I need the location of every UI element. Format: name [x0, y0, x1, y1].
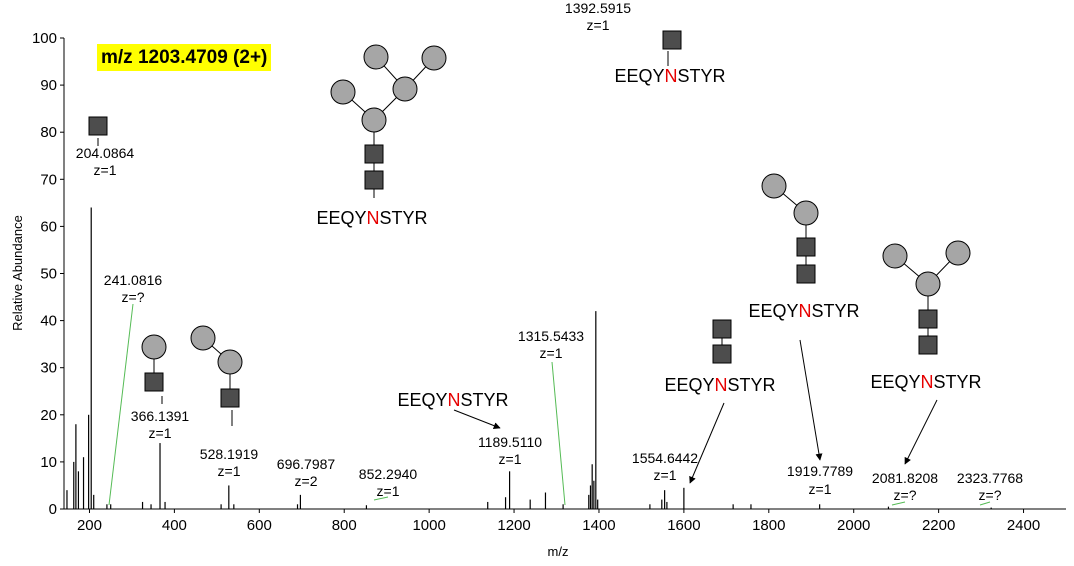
glcnac-icon: [221, 389, 239, 407]
peak-label-mz: 1554.6442: [632, 450, 698, 466]
mannose-icon: [364, 45, 388, 69]
x-tick-label: 800: [332, 517, 357, 534]
peak-label-mz: 1189.5110: [478, 434, 542, 450]
mannose-icon: [142, 335, 166, 359]
x-tick-label: 600: [247, 517, 272, 534]
peak-labels: 204.0864 z=1 241.0816 z=? 366.1391 z=1 5…: [76, 0, 1024, 503]
peptide-label: EEQYNSTYR: [316, 208, 427, 228]
mannose-icon: [762, 174, 786, 198]
peak-label-mz: 528.1919: [200, 446, 259, 462]
peak-label-charge: z=?: [979, 487, 1002, 503]
peptide-label: EEQYNSTYR: [614, 66, 725, 86]
spectrum-chart: 0 10 20 30 40 50 60 70 80 90 100 200 400 600 800 1000 1…: [0, 0, 1074, 566]
y-tick-label: 70: [40, 171, 57, 188]
mannose-icon: [422, 46, 446, 70]
peak-label-mz: 241.0816: [104, 272, 163, 288]
glcnac-icon: [663, 31, 681, 49]
peptide-labels: EEQYNSTYR EEQYNSTYR EEQYNSTYR EEQYNSTYR …: [316, 66, 981, 410]
y-tick-label: 90: [40, 77, 57, 94]
x-tick-label: 2400: [1007, 517, 1040, 534]
y-tick-label: 80: [40, 124, 57, 141]
peak-label-mz: 1919.7789: [787, 463, 853, 479]
peak-label-charge: z=?: [894, 487, 917, 503]
peak-label-mz: 1392.5915: [565, 0, 631, 16]
mannose-icon: [191, 326, 215, 350]
peak-label-charge: z=1: [499, 451, 522, 467]
peak-label-charge: z=1: [809, 481, 832, 497]
glcnac-icon: [713, 320, 731, 338]
mannose-icon: [794, 201, 818, 225]
y-tick-label: 0: [49, 501, 57, 518]
peak-label-charge: z=1: [94, 162, 117, 178]
peak-label-charge: z=1: [218, 463, 241, 479]
glcnac-icon: [919, 336, 937, 354]
peak-label-charge: z=2: [295, 473, 318, 489]
peak-label-charge: z=1: [377, 483, 400, 499]
peak-label-mz: 204.0864: [76, 145, 135, 161]
peak-label-charge: z=1: [587, 17, 610, 33]
mannose-icon: [946, 241, 970, 265]
peptide-label: EEQYNSTYR: [664, 375, 775, 395]
mannose-icon: [331, 80, 355, 104]
x-tick-label: 2000: [837, 517, 870, 534]
glcnac-icon: [797, 265, 815, 283]
glcnac-icon: [145, 373, 163, 391]
x-tick-label: 1000: [412, 517, 445, 534]
peptide-label: EEQYNSTYR: [748, 301, 859, 321]
glcnac-icon: [365, 171, 383, 189]
x-tick-label: 1800: [752, 517, 785, 534]
peak-label-mz: 2323.7768: [957, 470, 1023, 486]
mannose-icon: [362, 108, 386, 132]
mannose-icon: [218, 350, 242, 374]
x-tick-label: 1400: [582, 517, 615, 534]
y-tick-label: 10: [40, 454, 57, 471]
y-tick-label: 40: [40, 313, 57, 330]
x-tick-label: 1600: [667, 517, 700, 534]
glcnac-icon: [713, 345, 731, 363]
x-tick-label: 400: [162, 517, 187, 534]
x-axis-label: m/z: [548, 544, 569, 559]
y-tick-label: 20: [40, 407, 57, 424]
peptide-label: EEQYNSTYR: [397, 390, 508, 410]
y-axis-label: Relative Abundance: [10, 215, 25, 331]
glcnac-icon: [365, 145, 383, 163]
peak-label-charge: z=1: [654, 467, 677, 483]
peak-label-mz: 1315.5433: [518, 328, 584, 344]
peptide-label: EEQYNSTYR: [870, 372, 981, 392]
y-tick-label: 50: [40, 266, 57, 283]
peak-label-mz: 696.7987: [277, 456, 336, 472]
glcnac-icon: [89, 117, 107, 135]
glycan-symbols: [89, 31, 970, 407]
x-ticks: 200 400 600 800 1000 1200 1400 1600 1800 2000 2200…: [77, 509, 1040, 534]
mannose-icon: [916, 272, 940, 296]
glcnac-icon: [797, 238, 815, 256]
x-tick-label: 2200: [922, 517, 955, 534]
y-ticks: 0 10 20 30 40 50 60 70 80 90 100: [32, 30, 64, 518]
precursor-title: m/z 1203.4709 (2+): [97, 44, 271, 71]
peak-label-mz: 366.1391: [131, 408, 190, 424]
mannose-icon: [393, 77, 417, 101]
y-tick-label: 100: [32, 30, 57, 47]
y-tick-label: 30: [40, 360, 57, 377]
peak-label-charge: z=1: [540, 345, 563, 361]
x-tick-label: 1200: [497, 517, 530, 534]
glcnac-icon: [919, 310, 937, 328]
peak-label-charge: z=?: [122, 289, 145, 305]
x-tick-label: 200: [77, 517, 102, 534]
y-tick-label: 60: [40, 218, 57, 235]
peak-label-mz: 2081.8208: [872, 470, 938, 486]
mannose-icon: [883, 244, 907, 268]
peak-label-charge: z=1: [149, 425, 172, 441]
peak-label-mz: 852.2940: [359, 466, 418, 482]
